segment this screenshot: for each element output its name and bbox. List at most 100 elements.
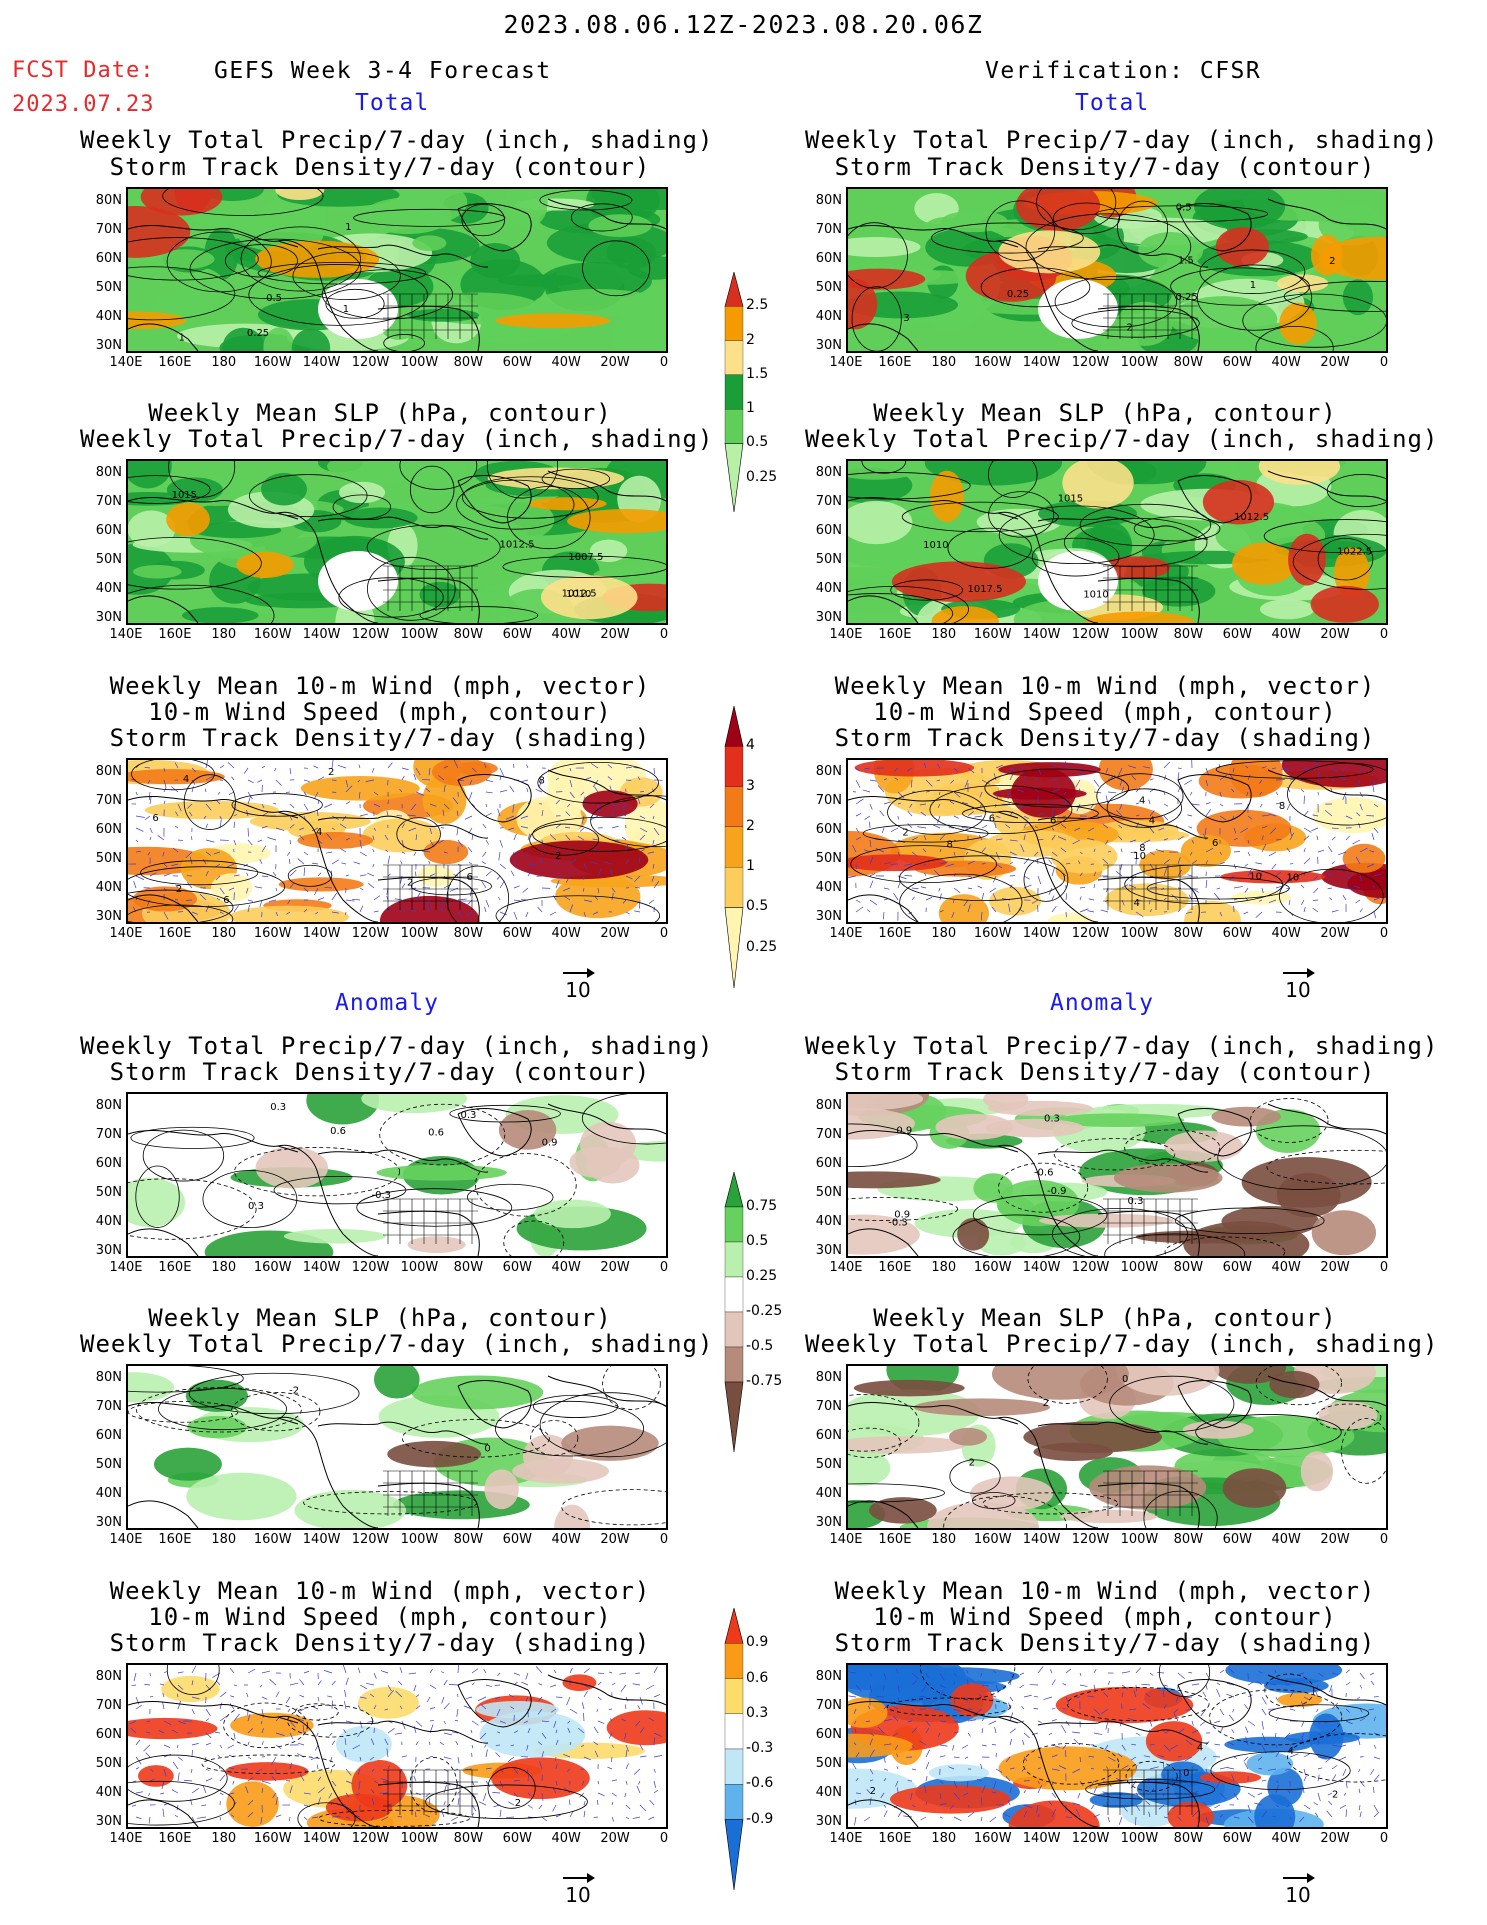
lat-tick-70n: 70N (815, 222, 842, 237)
lon-tick-180: 180 (211, 627, 237, 642)
lon-tick-180: 180 (931, 627, 957, 642)
lon-tick-160e: 160E (158, 627, 192, 642)
lon-tick-180: 180 (211, 926, 237, 941)
lat-tick-70n: 70N (95, 494, 122, 509)
contour-label: 1012.5 (562, 589, 597, 600)
total_storm-label: 3 (746, 777, 755, 794)
lon-tick-120w: 120W (351, 627, 390, 642)
lon-tick-180: 180 (931, 926, 957, 941)
contour-label: -0.3 (888, 1217, 908, 1228)
lon-tick-60w: 60W (502, 1831, 532, 1846)
map-left-6: 2 (126, 1663, 668, 1829)
contour-label: 3 (903, 313, 909, 324)
l2-title-1: Weekly Mean SLP (hPa, contour) (148, 399, 612, 427)
lon-tick-80w: 80W (1173, 627, 1204, 642)
total_precip-label: 1.5 (746, 365, 769, 382)
lon-tick-60w: 60W (502, 926, 532, 941)
left-anomaly-label: Anomaly (335, 990, 439, 1016)
contour-label: 8 (1279, 801, 1285, 812)
l5-title-1: Weekly Mean SLP (hPa, contour) (148, 1304, 612, 1332)
lon-tick-20w: 20W (600, 926, 630, 941)
fcst-date-value: 2023.07.23 (12, 92, 155, 117)
contour-label: 2 (969, 1457, 975, 1468)
lat-tick-40n: 40N (95, 1785, 122, 1800)
lon-tick-100w: 100W (400, 1831, 439, 1846)
lon-tick-0: 0 (659, 926, 669, 941)
lon-tick-160e: 160E (878, 926, 912, 941)
lat-tick-80n: 80N (95, 193, 122, 208)
lon-tick-140w: 140W (1022, 1532, 1061, 1547)
lon-tick-60w: 60W (1222, 1260, 1252, 1275)
contour-label: 6 (1050, 815, 1056, 826)
contour-label: 10 (1133, 851, 1146, 862)
lat-tick-40n: 40N (815, 1785, 842, 1800)
lon-tick-100w: 100W (400, 1532, 439, 1547)
l1-title-1: Weekly Total Precip/7-day (inch, shading… (80, 126, 714, 154)
lon-tick-80w: 80W (1173, 926, 1204, 941)
r2-map-svg: 1010 1015 1017.5 1010 1012.5 1022.5 (848, 461, 1386, 623)
r4-title-2: Storm Track Density/7-day (contour) (834, 1058, 1376, 1086)
vector-scale-label-left-6: 10 (565, 1883, 591, 1907)
lon-tick-60w: 60W (1222, 627, 1252, 642)
lon-tick-0: 0 (1379, 627, 1389, 642)
contour-label: 4 (183, 774, 189, 785)
anom_precip-label: 0.5 (746, 1233, 769, 1249)
lon-tick-180: 180 (931, 1260, 957, 1275)
lon-tick-60w: 60W (502, 1532, 532, 1547)
lon-tick-120w: 120W (351, 355, 390, 370)
contour-label: 2 (407, 878, 413, 889)
contour-label: 2 (328, 767, 334, 778)
lat-tick-40n: 40N (815, 880, 842, 895)
lon-tick-20w: 20W (1320, 1260, 1350, 1275)
lon-tick-20w: 20W (1320, 355, 1350, 370)
contour-label: 1 (179, 333, 185, 344)
r2-title-1: Weekly Mean SLP (hPa, contour) (873, 399, 1337, 427)
lat-tick-50n: 50N (95, 280, 122, 295)
lat-tick-80n: 80N (815, 1669, 842, 1684)
contour-label: 4 (1134, 898, 1140, 909)
lon-tick-100w: 100W (1120, 1532, 1159, 1547)
vector-scale-arrow-right-6 (1283, 1873, 1315, 1883)
lon-tick-0: 0 (1379, 926, 1389, 941)
lon-tick-40w: 40W (1271, 355, 1301, 370)
lat-tick-50n: 50N (815, 280, 842, 295)
lat-tick-30n: 30N (815, 610, 842, 625)
lat-tick-60n: 60N (815, 523, 842, 538)
contour-label: 1 (1250, 280, 1256, 291)
lon-tick-120w: 120W (1071, 627, 1110, 642)
lon-tick-40w: 40W (551, 1260, 581, 1275)
contour-label: 0.3 (461, 1110, 477, 1121)
contour-label: 8 (1139, 843, 1145, 854)
anom_storm-label: -0.9 (746, 1810, 774, 1827)
lon-tick-160e: 160E (158, 1532, 192, 1547)
contour-label: 1010 (566, 589, 591, 600)
lon-tick-160e: 160E (878, 1831, 912, 1846)
contour-label: 1012.5 (500, 539, 535, 550)
lat-tick-60n: 60N (815, 1156, 842, 1171)
lon-tick-140w: 140W (302, 627, 341, 642)
lon-tick-0: 0 (659, 1532, 669, 1547)
lat-tick-40n: 40N (815, 1486, 842, 1501)
lon-tick-100w: 100W (1120, 1260, 1159, 1275)
map-right-4: 0.9 -0.3 0.3 0.9 0.3 -0.6 -0.9 (846, 1092, 1388, 1258)
contour-label: 4 (1149, 815, 1155, 826)
lon-tick-40w: 40W (1271, 1260, 1301, 1275)
colorbar-total-storm (724, 705, 744, 989)
lat-tick-40n: 40N (95, 880, 122, 895)
contour-label: 2 (1329, 256, 1335, 267)
anom_precip-label: -0.5 (746, 1338, 774, 1354)
lon-tick-60w: 60W (502, 627, 532, 642)
lon-tick-140w: 140W (302, 926, 341, 941)
lat-tick-70n: 70N (95, 1127, 122, 1142)
colorbar-anom-precip (724, 1171, 744, 1453)
lon-tick-160e: 160E (158, 926, 192, 941)
l6-title-1: Weekly Mean 10-m Wind (mph, vector) (109, 1577, 651, 1605)
anom_precip-label: -0.25 (746, 1303, 783, 1319)
contour-label: 0.9 (894, 1210, 910, 1221)
lon-tick-140e: 140E (109, 355, 143, 370)
r1-title-2: Storm Track Density/7-day (contour) (834, 153, 1376, 181)
contour-label: 1 (343, 304, 349, 315)
right-column-title: Verification: CFSR (985, 58, 1262, 84)
r6-title-2: 10-m Wind Speed (mph, contour) (873, 1603, 1337, 1631)
